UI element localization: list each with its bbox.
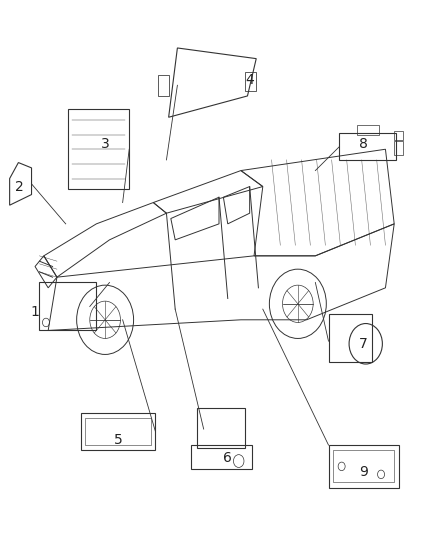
Bar bbox=[333, 450, 394, 482]
Text: 7: 7 bbox=[359, 337, 368, 351]
Bar bbox=[394, 141, 403, 155]
Text: 9: 9 bbox=[359, 465, 368, 479]
Bar bbox=[85, 418, 151, 445]
Text: 5: 5 bbox=[114, 433, 123, 447]
Bar bbox=[68, 109, 129, 189]
Text: 8: 8 bbox=[359, 137, 368, 151]
Text: 3: 3 bbox=[101, 137, 110, 151]
Text: 1: 1 bbox=[31, 305, 39, 319]
Text: 4: 4 bbox=[245, 73, 254, 87]
Bar bbox=[394, 131, 403, 140]
Bar bbox=[81, 413, 155, 450]
Bar bbox=[191, 445, 252, 469]
Bar bbox=[339, 133, 396, 160]
Bar bbox=[328, 314, 372, 362]
Bar bbox=[357, 125, 379, 135]
Bar bbox=[39, 282, 96, 330]
Bar bbox=[158, 75, 169, 96]
Text: 6: 6 bbox=[223, 451, 232, 465]
Bar bbox=[197, 408, 245, 448]
Bar bbox=[328, 445, 399, 488]
Text: 2: 2 bbox=[15, 180, 24, 193]
Bar bbox=[245, 72, 256, 91]
